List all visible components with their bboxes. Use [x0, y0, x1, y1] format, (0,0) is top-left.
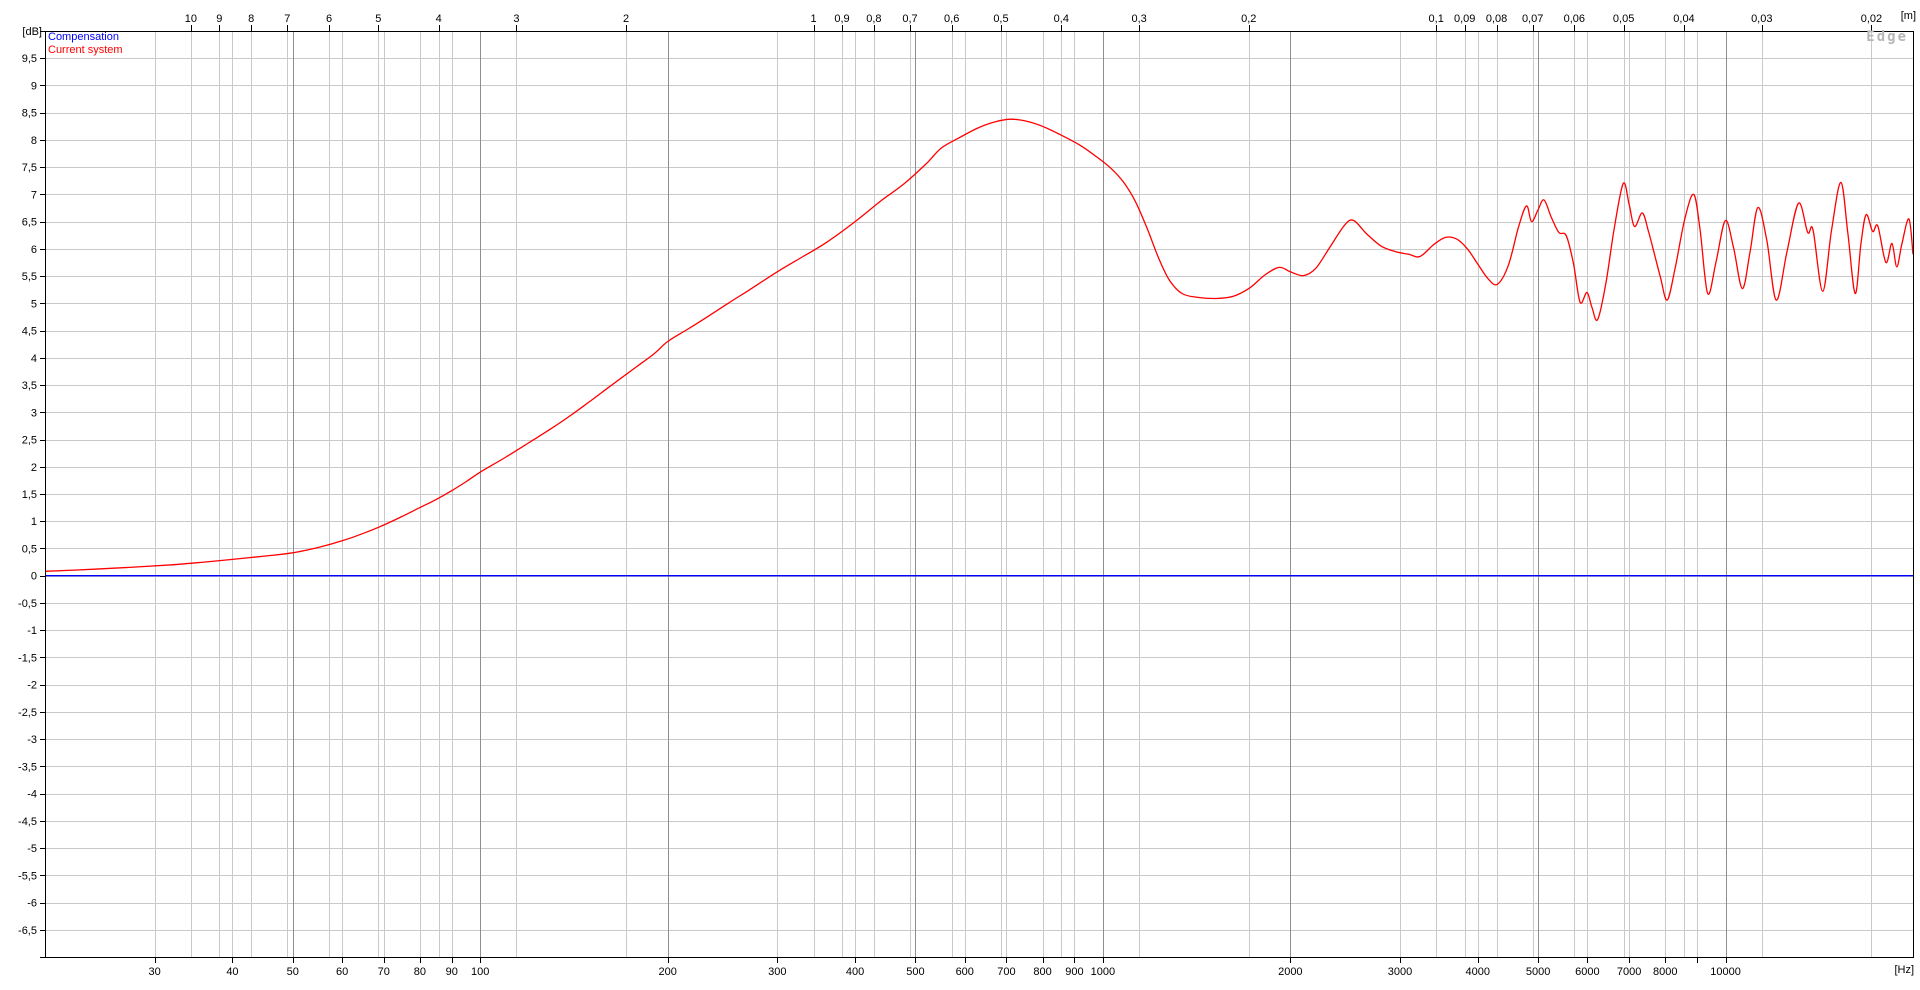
- y-tick-label: 5,5: [22, 271, 37, 283]
- top-tick-label: 0,7: [902, 13, 917, 25]
- series: [45, 118, 1913, 577]
- top-tick-label: 8: [248, 13, 254, 25]
- x-tick-label: 500: [906, 966, 924, 978]
- y-tick-label: 4: [31, 353, 37, 365]
- top-tick-label: 10: [185, 13, 197, 25]
- top-tick-label: 2: [623, 13, 629, 25]
- y-tick-label: 0: [31, 571, 37, 583]
- y-tick-label: 3: [31, 407, 37, 419]
- x-tick-label: 7000: [1617, 966, 1641, 978]
- y-tick-label: 3,5: [22, 380, 37, 392]
- y-tick-label: -4: [27, 789, 37, 801]
- y-tick-label: 7: [31, 189, 37, 201]
- x-tick-label: 8000: [1653, 966, 1677, 978]
- x-tick-label: 800: [1033, 966, 1051, 978]
- top-tick-label: 0,1: [1429, 13, 1444, 25]
- top-tick-label: 5: [375, 13, 381, 25]
- x-tick-label: 3000: [1388, 966, 1412, 978]
- top-tick-label: 9: [216, 13, 222, 25]
- tick-labels: 9,5 9 8,5 8 7,5 7 6,5 6 5,5 5 4,5 4 3,5 3 2,5 2 1,5 1 0,5 0…: [18, 13, 1882, 978]
- y-tick-label: 9,5: [22, 53, 37, 65]
- top-tick-label: 0,2: [1241, 13, 1256, 25]
- x-tick-label: 30: [149, 966, 161, 978]
- y-tick-label: -2,5: [18, 707, 37, 719]
- top-tick-label: 0,3: [1131, 13, 1146, 25]
- y-tick-label: -1: [27, 625, 37, 637]
- legend-item-compensation: Compensation: [48, 31, 119, 43]
- x-tick-label: 900: [1065, 966, 1083, 978]
- edge-watermark: Edge: [1866, 29, 1908, 45]
- y-tick-label: 2: [31, 462, 37, 474]
- x-tick-label: 10000: [1710, 966, 1741, 978]
- y-tick-label: -6: [27, 898, 37, 910]
- plot-border: [45, 31, 1914, 958]
- top-tick-label: 0,6: [944, 13, 959, 25]
- top-tick-label: 0,5: [993, 13, 1008, 25]
- x-tick-label: 1000: [1091, 966, 1115, 978]
- axis-ticks: [40, 25, 1872, 963]
- y-tick-label: -2: [27, 680, 37, 692]
- y-tick-label: -3,5: [18, 761, 37, 773]
- top-tick-label: 1: [810, 13, 816, 25]
- top-tick-label: 0,07: [1522, 13, 1543, 25]
- y-tick-label: -6,5: [18, 925, 37, 937]
- x-tick-label: 50: [287, 966, 299, 978]
- x-tick-label: 70: [378, 966, 390, 978]
- top-tick-label: 0,9: [834, 13, 849, 25]
- x-tick-label: 2000: [1278, 966, 1302, 978]
- y-tick-label: -0,5: [18, 598, 37, 610]
- legend-item-current-system: Current system: [48, 44, 123, 56]
- y-tick-label: 6,5: [22, 217, 37, 229]
- y-tick-label: -1,5: [18, 652, 37, 664]
- x-tick-label: 90: [446, 966, 458, 978]
- x-tick-label: 6000: [1575, 966, 1599, 978]
- x-tick-label: 600: [956, 966, 974, 978]
- x-tick-label: 5000: [1526, 966, 1550, 978]
- top-tick-label: 4: [436, 13, 442, 25]
- y-axis-unit-label: [dB]: [22, 26, 42, 38]
- x-tick-label: 4000: [1466, 966, 1490, 978]
- x-tick-label: 400: [846, 966, 864, 978]
- x-tick-label: 60: [336, 966, 348, 978]
- top-tick-label: 0,08: [1486, 13, 1507, 25]
- top-tick-label: 0,03: [1751, 13, 1772, 25]
- top-tick-label: 0,06: [1564, 13, 1585, 25]
- y-tick-label: 4,5: [22, 326, 37, 338]
- y-tick-label: -5,5: [18, 870, 37, 882]
- y-tick-label: 5: [31, 298, 37, 310]
- y-tick-label: -3: [27, 734, 37, 746]
- x-tick-label: 300: [768, 966, 786, 978]
- y-tick-label: 0,5: [22, 543, 37, 555]
- y-tick-label: 8,5: [22, 108, 37, 120]
- top-axis-unit-label: [m]: [1900, 10, 1916, 22]
- y-tick-label: 9: [31, 80, 37, 92]
- y-tick-label: 1,5: [22, 489, 37, 501]
- y-tick-label: -5: [27, 843, 37, 855]
- x-tick-label: 40: [226, 966, 238, 978]
- top-tick-label: 0,4: [1054, 13, 1069, 25]
- y-tick-label: 6: [31, 244, 37, 256]
- gridlines: [45, 31, 1913, 957]
- x-tick-label: 80: [414, 966, 426, 978]
- x-axis-unit-label: [Hz]: [1894, 964, 1914, 976]
- series-current-system: [45, 118, 1913, 572]
- top-tick-label: 0,04: [1673, 13, 1694, 25]
- top-tick-label: 7: [284, 13, 290, 25]
- top-tick-label: 0,02: [1861, 13, 1882, 25]
- y-tick-label: 2,5: [22, 435, 37, 447]
- top-tick-label: 6: [326, 13, 332, 25]
- top-tick-label: 0,09: [1454, 13, 1475, 25]
- top-tick-label: 3: [513, 13, 519, 25]
- x-tick-label: 100: [471, 966, 489, 978]
- x-tick-label: 700: [997, 966, 1015, 978]
- y-tick-label: -4,5: [18, 816, 37, 828]
- top-tick-label: 0,05: [1613, 13, 1634, 25]
- y-tick-label: 1: [31, 516, 37, 528]
- x-tick-label: 200: [658, 966, 676, 978]
- top-tick-label: 0,8: [866, 13, 881, 25]
- y-tick-label: 7,5: [22, 162, 37, 174]
- y-tick-label: 8: [31, 135, 37, 147]
